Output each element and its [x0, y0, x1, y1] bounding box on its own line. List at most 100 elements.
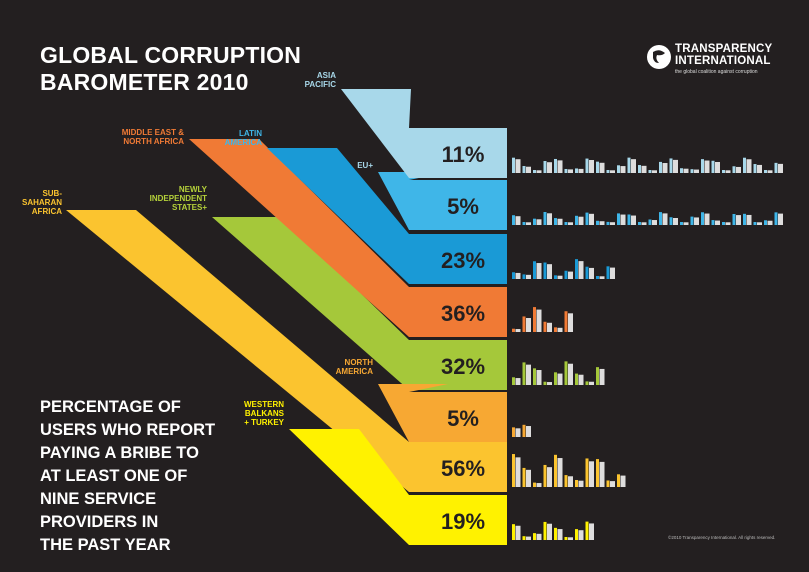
country-bar [585, 381, 589, 385]
country-label-stub [526, 536, 531, 540]
country-bar [522, 424, 526, 437]
subtitle-line-1: PERCENTAGE OF [40, 398, 181, 416]
value-label-asia-pacific: 11% [442, 142, 485, 167]
country-bar [701, 159, 704, 173]
country-bar [512, 272, 515, 279]
country-bar [774, 212, 778, 225]
country-bars-asia-pacific [512, 157, 783, 173]
country-bar [648, 170, 652, 173]
country-bar [554, 158, 557, 173]
country-label-stub [515, 159, 521, 173]
country-bar [522, 362, 526, 385]
country-label-stub [662, 163, 668, 173]
country-label-stub [589, 381, 594, 385]
country-label-stub [620, 166, 626, 173]
country-label-stub [557, 218, 563, 225]
country-bars-newly-independent-states [512, 361, 605, 385]
country-bar [533, 482, 536, 487]
value-label-latin-america: 23% [441, 248, 485, 273]
region-band-middle-east-north-africa [189, 139, 507, 337]
country-label-stub [757, 222, 762, 225]
logo-line-2: INTERNATIONAL [675, 55, 771, 67]
country-bar [575, 479, 578, 487]
country-label-stub [631, 215, 636, 225]
country-label-stub [746, 159, 752, 173]
country-label-stub [547, 162, 552, 173]
region-band-north-america [378, 384, 507, 442]
country-bar [533, 170, 536, 173]
country-label-stub [526, 166, 531, 173]
country-bar [585, 158, 589, 173]
country-bar [743, 157, 746, 173]
country-bar [585, 521, 589, 540]
country-label-stub [515, 272, 521, 279]
country-bar [722, 222, 725, 225]
country-label-stub [515, 378, 521, 385]
country-bar [722, 170, 725, 173]
country-bar [543, 211, 547, 225]
subtitle-line-7: THE PAST YEAR [40, 536, 171, 554]
country-bar [753, 222, 757, 225]
country-label-stub [694, 217, 699, 225]
region-band-sub-saharan-africa [66, 210, 507, 492]
country-label-stub [578, 261, 584, 279]
bar-latin-america [267, 148, 507, 284]
country-bar [554, 454, 557, 487]
country-bar [543, 464, 547, 487]
country-label-stub [736, 166, 741, 173]
value-label-middle-east-north-africa: 36% [441, 301, 485, 326]
country-bar [564, 475, 568, 487]
country-bar [596, 276, 599, 279]
title-line-1: GLOBAL CORRUPTION [40, 42, 302, 68]
country-label-stub [694, 169, 699, 173]
country-label-stub [767, 170, 773, 173]
country-label-stub [536, 170, 542, 173]
country-bars-north-america [512, 424, 531, 437]
country-bar [533, 368, 536, 385]
country-label-stub [547, 213, 552, 225]
country-label-stub [557, 373, 563, 385]
country-bar [522, 222, 526, 225]
country-label-stub [641, 222, 647, 225]
bar-middle-east-north-africa [189, 139, 507, 337]
value-label-sub-saharan-africa: 56% [441, 456, 485, 481]
country-bar [585, 266, 589, 279]
country-bar [554, 218, 557, 225]
bar-north-america [378, 384, 507, 442]
country-label-stub [526, 274, 531, 279]
country-label-stub [683, 168, 689, 173]
country-bar [564, 168, 568, 173]
country-label-stub [568, 313, 573, 332]
country-bar [606, 266, 610, 279]
country-bar [585, 458, 589, 487]
country-label-stub [610, 222, 615, 225]
country-label-stub [589, 523, 594, 540]
country-bar [533, 218, 536, 225]
country-label-stub [589, 160, 594, 173]
country-bar [711, 220, 715, 225]
country-bar [554, 327, 557, 332]
country-label-stub [578, 530, 584, 540]
bar-eu [378, 172, 507, 230]
country-bar [554, 372, 557, 385]
country-bar [512, 377, 515, 385]
country-bar [732, 166, 736, 173]
category-label-north-america: NORTH AMERICA [336, 358, 374, 376]
country-bar [543, 521, 547, 540]
country-bar [743, 213, 746, 225]
country-bar [690, 169, 694, 173]
country-label-stub [757, 164, 762, 173]
country-bar [522, 467, 526, 487]
value-label-north-america: 5% [447, 406, 479, 431]
country-label-stub [515, 216, 521, 225]
country-label-stub [683, 222, 689, 225]
country-bar [596, 220, 599, 225]
country-bar [606, 170, 610, 173]
country-label-stub [547, 264, 552, 279]
country-label-stub [736, 215, 741, 225]
logo: TRANSPARENCY INTERNATIONAL the global co… [645, 43, 785, 79]
country-bar [575, 529, 578, 540]
country-label-stub [568, 537, 573, 540]
country-label-stub [578, 374, 584, 385]
